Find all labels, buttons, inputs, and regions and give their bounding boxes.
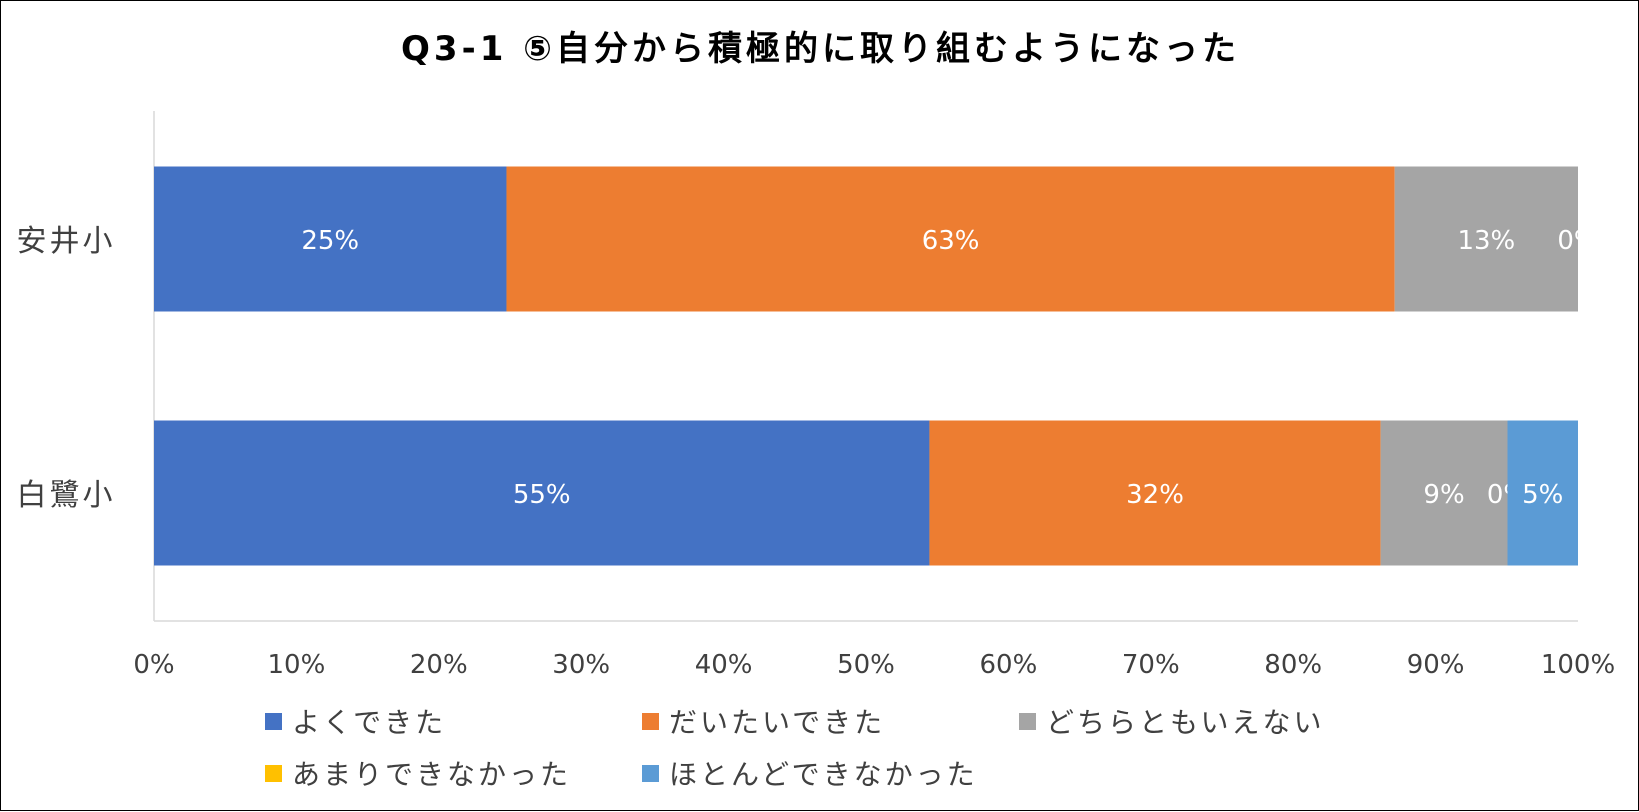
data-label: 32% xyxy=(1126,480,1184,510)
x-tick-label: 90% xyxy=(1407,650,1465,680)
legend-label: ほとんどできなかった xyxy=(669,758,978,791)
data-label: 25% xyxy=(301,226,359,256)
category-label: 白鷺小 xyxy=(17,478,116,513)
x-tick-label: 70% xyxy=(1122,650,1180,680)
x-tick-label: 0% xyxy=(133,650,174,680)
x-tick-label: 40% xyxy=(695,650,753,680)
data-label: 63% xyxy=(922,226,980,256)
legend-label: どちらともいえない xyxy=(1046,706,1325,739)
data-label: 55% xyxy=(513,480,571,510)
x-tick-label: 30% xyxy=(552,650,610,680)
data-label: 0% xyxy=(1557,226,1598,256)
legend-item-2: だいたいできた xyxy=(642,701,885,741)
x-tick-label: 60% xyxy=(980,650,1038,680)
legend-swatch xyxy=(265,764,282,782)
legend-swatch xyxy=(1019,712,1036,730)
legend-swatch xyxy=(265,712,282,730)
bar-2-series-1 xyxy=(154,420,930,566)
x-tick-label: 10% xyxy=(268,650,326,680)
bar-2-series-3 xyxy=(1380,420,1508,566)
data-label: 5% xyxy=(1522,480,1563,510)
data-label: 9% xyxy=(1423,480,1464,510)
legend-item-4: あまりできなかった xyxy=(265,753,571,793)
x-tick-label: 80% xyxy=(1264,650,1322,680)
bar-1-series-1 xyxy=(154,166,507,312)
legend-label: だいたいできた xyxy=(669,706,886,739)
legend-item-1: よくできた xyxy=(265,701,446,741)
data-label: 13% xyxy=(1457,226,1515,256)
x-tick-label: 100% xyxy=(1541,650,1615,680)
x-tick-label: 50% xyxy=(837,650,895,680)
legend-label: よくできた xyxy=(292,706,447,739)
chart-title: Q3-1 ⑤自分から積極的に取り組むようになった xyxy=(401,29,1240,69)
legend-item-5: ほとんどできなかった xyxy=(642,753,978,793)
legend-swatch xyxy=(642,712,659,730)
x-tick-label: 20% xyxy=(410,650,468,680)
bar-1-series-3 xyxy=(1394,166,1578,312)
legend-swatch xyxy=(642,764,659,782)
bar-2-series-5 xyxy=(1507,420,1578,566)
bar-1-series-2 xyxy=(506,166,1395,312)
legend-label: あまりできなかった xyxy=(292,758,572,791)
bar-2-series-2 xyxy=(929,420,1381,566)
legend-item-3: どちらともいえない xyxy=(1019,701,1324,741)
category-label: 安井小 xyxy=(17,224,116,259)
